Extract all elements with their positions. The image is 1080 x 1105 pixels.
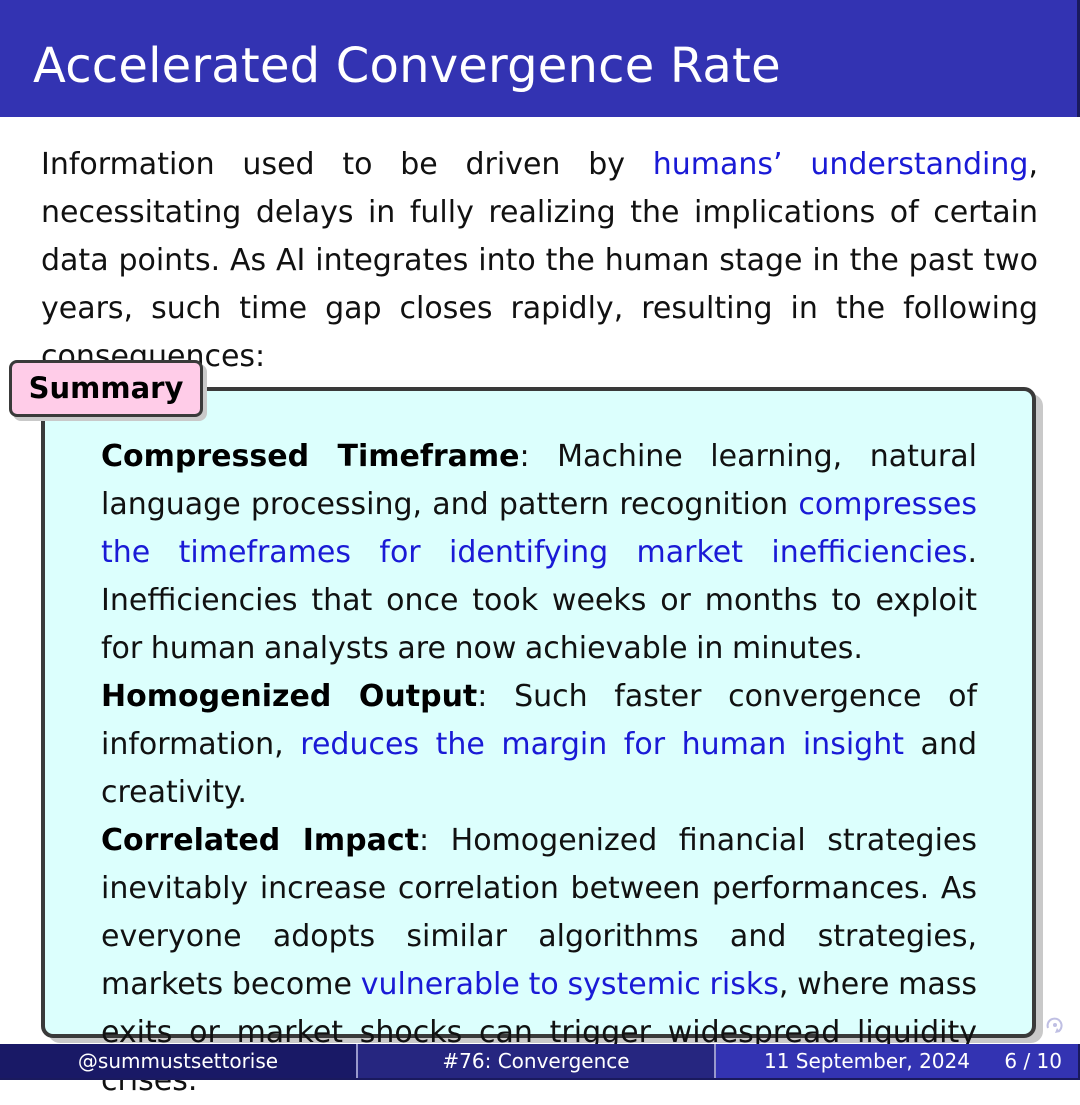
summary-box bbox=[41, 387, 1036, 1038]
footer-author: @summustsettorise bbox=[0, 1044, 358, 1078]
footer-talk-title: #76: Convergence bbox=[358, 1044, 716, 1078]
summary-body: Compressed Timeframe: Machine learning, … bbox=[101, 433, 977, 1105]
summary-item-link[interactable]: vulnerable to systemic risks bbox=[360, 967, 779, 1002]
summary-item-term: Correlated Impact bbox=[101, 823, 419, 858]
intro-text-start: Information used to be driven by bbox=[41, 147, 653, 182]
summary-item-homogenized-output: Homogenized Output: Such faster converge… bbox=[101, 673, 977, 817]
title-bar: Accelerated Convergence Rate bbox=[0, 0, 1080, 117]
summary-item-link[interactable]: reduces the margin for human insight bbox=[300, 727, 904, 762]
summary-item-term: Homogenized Output bbox=[101, 679, 478, 714]
summary-heading-tab: Summary bbox=[9, 360, 203, 417]
footer-page-number: 6 / 10 bbox=[1004, 1049, 1062, 1073]
summary-item-separator: : bbox=[418, 823, 451, 858]
intro-paragraph: Information used to be driven by humans’… bbox=[41, 141, 1038, 381]
intro-link-humans-understanding[interactable]: humans’ understanding bbox=[652, 147, 1029, 182]
summary-item-link[interactable]: compresses the timeframes for identifyin… bbox=[101, 487, 977, 570]
footer-bar: @summustsettorise #76: Convergence 11 Se… bbox=[0, 1044, 1080, 1080]
summary-item-text: . Inefficiencies that once took weeks or… bbox=[101, 535, 977, 666]
summary-heading: Summary bbox=[28, 371, 184, 405]
slide-title: Accelerated Convergence Rate bbox=[33, 38, 781, 94]
summary-item-separator: : bbox=[477, 679, 515, 714]
footer-date: 11 September, 2024 bbox=[764, 1049, 970, 1073]
summary-item-compressed-timeframe: Compressed Timeframe: Machine learning, … bbox=[101, 433, 977, 673]
summary-item-term: Compressed Timeframe bbox=[101, 439, 520, 474]
summary-item-text: Machine learning, natural language proce… bbox=[101, 439, 977, 522]
footer-date-section: 11 September, 2024 6 / 10 bbox=[716, 1044, 1078, 1078]
summary-item-text: and creativity. bbox=[101, 727, 977, 810]
summary-item-text: Such faster convergence of information, bbox=[101, 679, 977, 762]
beamer-navigation-icon[interactable] bbox=[1044, 1014, 1066, 1036]
summary-item-separator: : bbox=[519, 439, 558, 474]
summary-item-text: Homogenized financial strategies inevita… bbox=[101, 823, 977, 1002]
